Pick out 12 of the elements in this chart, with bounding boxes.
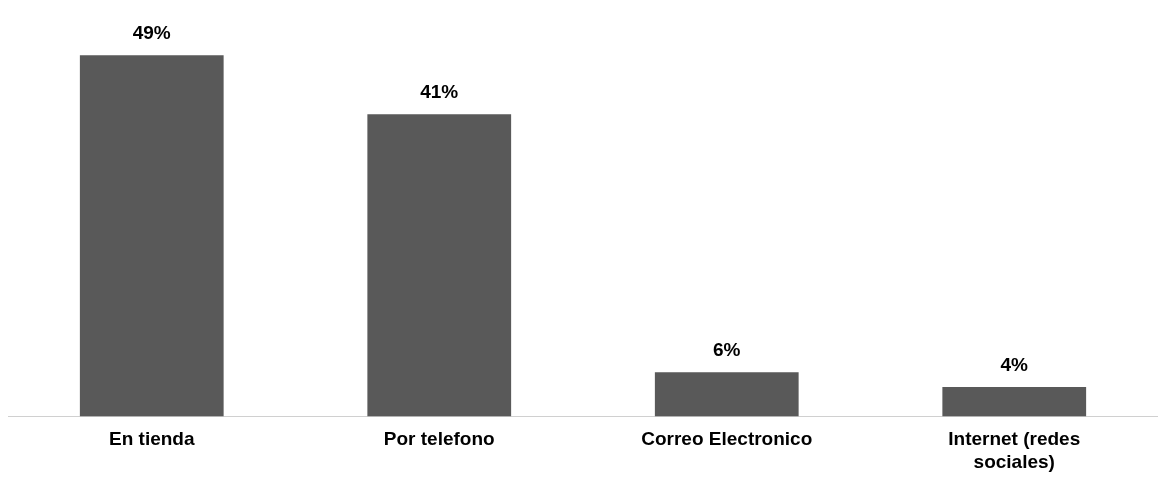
bar: [79, 55, 224, 417]
x-tick-label: En tienda: [108, 428, 195, 450]
bar: [654, 372, 799, 417]
data-label: 49%: [132, 22, 171, 44]
x-tick-label: Por telefono: [383, 428, 495, 450]
bar: [942, 386, 1087, 417]
data-label: 41%: [420, 81, 459, 103]
x-tick-label: Internet (redes sociales): [948, 428, 1081, 472]
bar: [367, 114, 512, 417]
x-tick-label: Correo Electronico: [641, 428, 813, 450]
data-label: 6%: [713, 338, 741, 360]
data-label: 4%: [1000, 353, 1029, 375]
